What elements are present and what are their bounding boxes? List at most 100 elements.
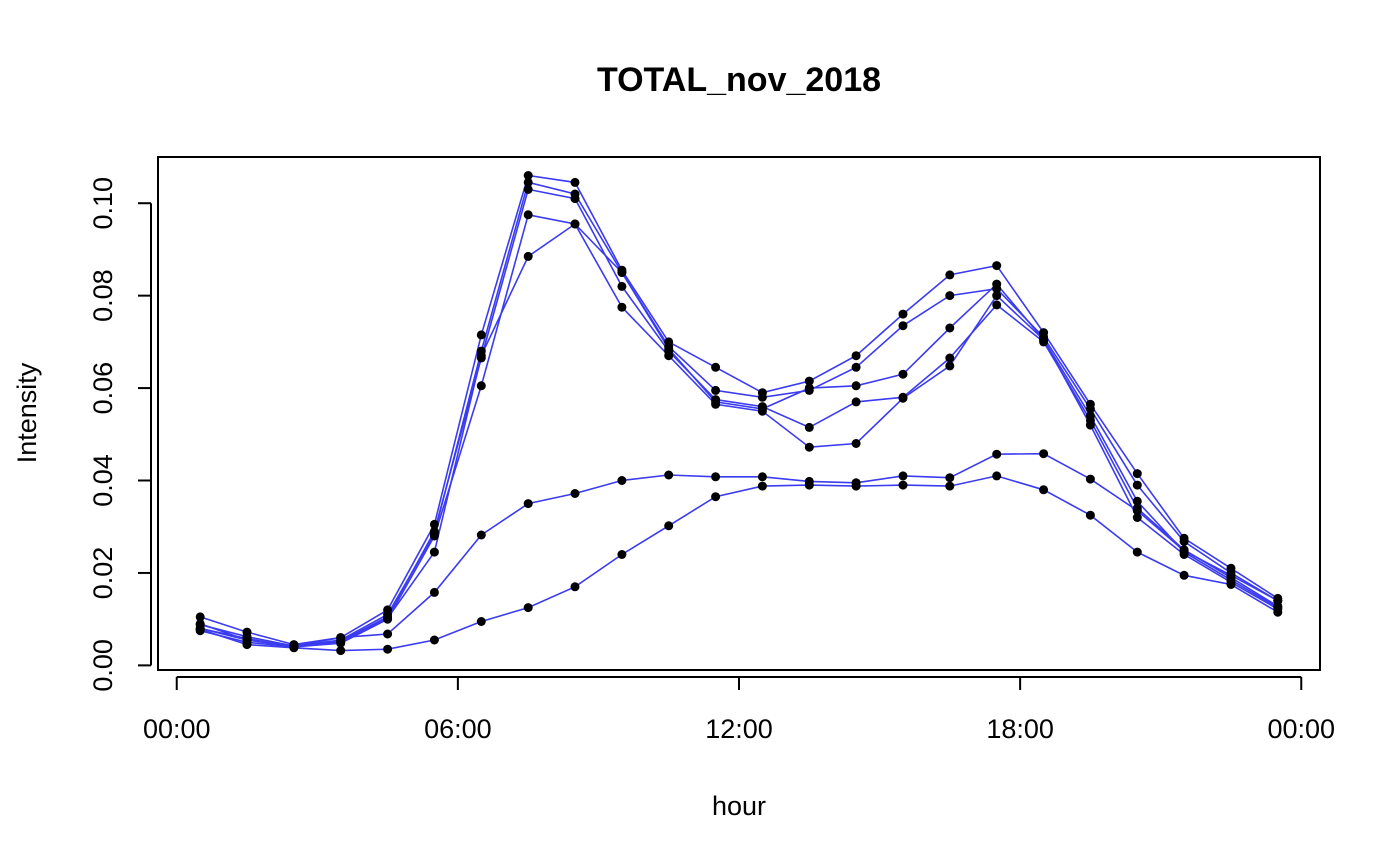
data-point <box>429 587 439 597</box>
data-point <box>523 184 533 194</box>
data-point <box>757 481 767 491</box>
data-point <box>851 362 861 372</box>
data-point <box>523 210 533 220</box>
data-point <box>992 449 1002 459</box>
data-point <box>429 547 439 557</box>
data-point <box>1179 546 1189 556</box>
y-tick-label: 0.06 <box>88 362 118 415</box>
data-point <box>1132 547 1142 557</box>
data-point <box>898 471 908 481</box>
data-point <box>757 472 767 482</box>
data-point <box>711 472 721 482</box>
data-point <box>242 640 252 650</box>
data-point <box>851 381 861 391</box>
data-point <box>195 624 205 634</box>
data-point <box>1132 496 1142 506</box>
data-point <box>1085 420 1095 430</box>
data-point <box>617 268 627 277</box>
data-point <box>757 404 767 414</box>
data-point <box>1226 580 1236 589</box>
plot-frame <box>157 156 1321 671</box>
data-point <box>1226 570 1236 580</box>
data-point <box>476 530 486 540</box>
data-point <box>664 470 674 480</box>
data-point <box>617 302 627 312</box>
data-point <box>476 351 486 361</box>
data-point <box>383 644 393 654</box>
data-point <box>523 499 533 509</box>
data-point <box>523 603 533 613</box>
data-point <box>945 361 955 371</box>
data-point <box>711 397 721 407</box>
data-point <box>992 300 1002 310</box>
data-point <box>664 344 674 354</box>
data-point <box>617 476 627 485</box>
data-point <box>898 480 908 490</box>
data-point <box>992 471 1002 481</box>
y-axis-label: Intensity <box>12 362 42 463</box>
data-point <box>711 492 721 502</box>
data-point <box>617 550 627 559</box>
data-point <box>945 481 955 491</box>
series-line-5 <box>200 222 1279 647</box>
data-point <box>1132 469 1142 479</box>
data-point <box>851 351 861 361</box>
data-point <box>992 291 1002 301</box>
data-point <box>383 629 393 639</box>
y-axis: 0.00 0.02 0.04 0.06 0.08 0.10 <box>88 177 152 692</box>
data-point <box>664 521 674 531</box>
data-point <box>429 519 439 529</box>
data-point <box>945 353 955 363</box>
data-point <box>476 381 486 391</box>
data-point <box>804 480 814 490</box>
data-point <box>429 635 439 645</box>
chart-title: TOTAL_nov_2018 <box>597 61 881 99</box>
data-point <box>945 270 955 280</box>
data-point <box>992 279 1002 289</box>
data-point <box>570 582 580 592</box>
series-points <box>195 171 1283 656</box>
data-point <box>804 442 814 452</box>
y-tick-label: 0.04 <box>88 454 118 507</box>
data-point <box>898 309 908 319</box>
data-point <box>570 177 580 187</box>
data-point <box>992 261 1002 271</box>
x-tick-label: 18:00 <box>986 714 1054 744</box>
data-point <box>804 383 814 393</box>
data-point <box>711 362 721 372</box>
y-tick-label: 0.10 <box>88 177 118 230</box>
series-lines <box>199 174 1279 652</box>
data-point <box>476 617 486 626</box>
data-point <box>1039 449 1049 459</box>
data-point <box>1085 474 1095 484</box>
y-tick-label: 0.02 <box>88 547 118 600</box>
series-line-4 <box>200 213 1279 648</box>
data-point <box>523 251 533 261</box>
data-point <box>898 393 908 403</box>
x-tick-label: 00:00 <box>143 714 211 744</box>
data-point <box>804 376 814 386</box>
data-point <box>523 171 533 180</box>
data-point <box>383 613 393 623</box>
series-line-2 <box>200 181 1279 647</box>
x-axis-label: hour <box>712 791 766 821</box>
data-point <box>757 392 767 402</box>
data-point <box>664 351 674 361</box>
data-point <box>898 369 908 379</box>
data-point <box>1273 607 1283 617</box>
data-point <box>945 323 955 333</box>
data-point <box>898 321 908 331</box>
data-point <box>336 633 346 643</box>
data-point <box>945 291 955 301</box>
data-point <box>945 473 955 483</box>
data-point <box>289 643 299 653</box>
x-tick-label: 00:00 <box>1267 714 1335 744</box>
data-point <box>1085 510 1095 520</box>
data-point <box>1085 404 1095 414</box>
data-point <box>570 219 580 229</box>
data-point <box>570 489 580 498</box>
data-point <box>617 281 627 291</box>
y-tick-label: 0.08 <box>88 269 118 322</box>
data-point <box>804 422 814 432</box>
